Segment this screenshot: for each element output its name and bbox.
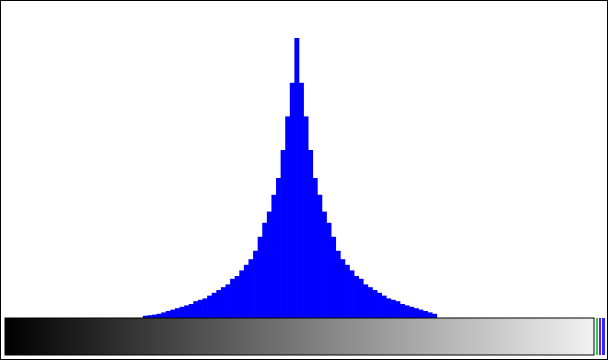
blue-marker <box>602 318 605 355</box>
histogram-bar <box>386 298 392 318</box>
bars <box>142 38 438 319</box>
histogram-bar <box>303 116 309 319</box>
histogram-bar <box>170 309 176 318</box>
histogram-bar <box>321 211 327 318</box>
histogram-bar <box>413 308 419 318</box>
histogram-bar <box>285 116 291 319</box>
histogram-bar <box>142 315 148 318</box>
histogram-bar <box>299 82 304 318</box>
histogram-bar <box>280 150 286 318</box>
histogram-bar <box>372 290 378 318</box>
histogram-bar <box>262 222 268 318</box>
histogram-bar <box>271 194 277 318</box>
histogram-bar <box>243 264 249 318</box>
histogram-bar <box>308 150 314 318</box>
histogram-bar <box>239 270 245 318</box>
histogram-bar <box>427 312 433 318</box>
histogram-bar <box>220 287 226 318</box>
histogram-bar <box>257 236 263 318</box>
histogram-bar <box>179 306 185 318</box>
histogram-bar <box>409 306 415 318</box>
histogram-bar <box>225 284 231 318</box>
histogram-bar <box>289 82 295 318</box>
histogram-bar <box>266 211 272 318</box>
histogram-bar <box>340 259 346 318</box>
histogram-bar <box>381 295 387 318</box>
histogram-bar <box>165 311 171 318</box>
histogram-bar <box>156 313 162 318</box>
histogram-bar <box>197 299 203 318</box>
histogram-bar <box>234 276 240 318</box>
histogram-bar <box>344 264 350 318</box>
histogram-bar <box>276 178 281 318</box>
histogram-bar <box>377 292 382 318</box>
histogram-bar <box>363 284 369 318</box>
purple-marker <box>599 318 601 355</box>
histogram-bar <box>367 287 373 318</box>
histogram-bar <box>202 298 208 318</box>
histogram-bar <box>400 304 405 318</box>
histogram-bar <box>152 314 157 318</box>
histogram-bar <box>331 236 337 318</box>
histogram-bar <box>404 305 410 318</box>
histogram-bar <box>390 299 396 318</box>
histogram-bar <box>335 250 341 318</box>
histogram-bar <box>184 305 190 318</box>
histogram-bar <box>354 276 360 318</box>
histogram-bar <box>326 222 332 318</box>
histogram-bar <box>161 312 167 318</box>
gray-ramp <box>4 317 595 356</box>
histogram-bar <box>358 278 364 318</box>
histogram-bar <box>174 308 180 318</box>
histogram-bar <box>349 270 355 318</box>
histogram-bar <box>423 311 428 318</box>
histogram-bar <box>207 295 213 318</box>
histogram-bar <box>193 301 199 318</box>
histogram-bar <box>317 194 323 318</box>
histogram-bar <box>253 250 258 318</box>
histogram-bar <box>312 178 318 318</box>
histogram-bar <box>230 278 235 318</box>
histogram-bar <box>294 38 300 318</box>
histogram-bar <box>188 304 194 318</box>
histogram-bar <box>147 315 153 318</box>
histogram-bar <box>216 290 222 318</box>
histogram-bar <box>418 309 424 318</box>
histogram-bar <box>248 259 254 318</box>
green-marker <box>596 318 598 355</box>
histogram-bar <box>432 313 438 318</box>
histogram-bar <box>395 301 401 318</box>
histogram-bar <box>211 292 217 318</box>
